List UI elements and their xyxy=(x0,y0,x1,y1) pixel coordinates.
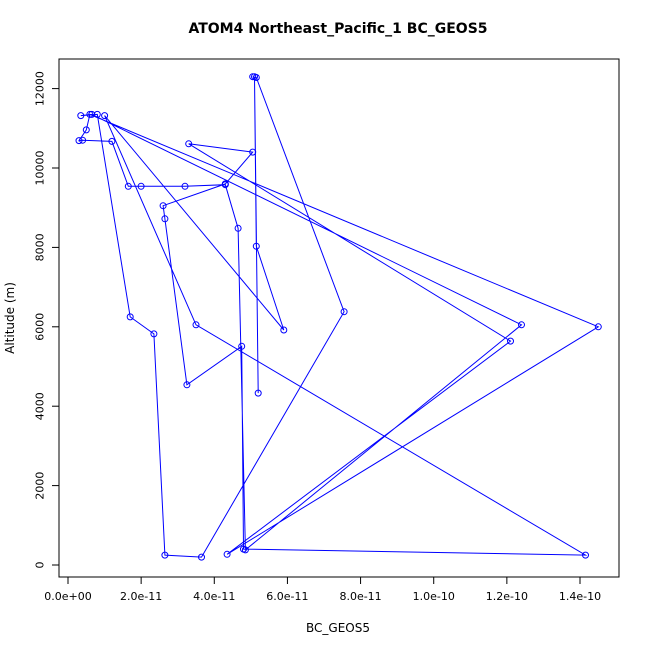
data-point xyxy=(150,330,158,338)
data-point xyxy=(185,140,193,148)
data-point xyxy=(518,321,525,329)
data-point xyxy=(254,389,262,397)
data-point xyxy=(183,381,191,389)
data-point xyxy=(137,182,145,190)
data-point xyxy=(507,337,514,345)
data-point xyxy=(240,545,247,553)
data-point xyxy=(582,551,589,559)
data-point xyxy=(82,126,90,134)
data-point xyxy=(198,553,205,561)
data-point xyxy=(159,202,167,210)
data-point xyxy=(249,148,257,156)
x-axis: 0.0e+00 2.0e-11 4.0e-11 6.0e-11 8.0e-11 1.0e-… xyxy=(44,576,601,603)
data-point xyxy=(251,73,258,81)
x-tick-label: 8.0e-11 xyxy=(339,590,381,603)
data-point xyxy=(221,180,229,188)
data-point xyxy=(238,342,246,350)
y-axis-label: Altitude (m) xyxy=(3,282,17,354)
data-point xyxy=(75,137,83,145)
x-tick-label: 2.0e-11 xyxy=(120,590,162,603)
y-tick-label: 4000 xyxy=(34,392,47,420)
y-tick-label: 0 xyxy=(34,562,47,569)
data-point xyxy=(181,182,189,190)
data-point xyxy=(252,242,260,250)
y-axis: 0 2000 4000 6000 8000 10000 12000 xyxy=(34,71,60,569)
data-point xyxy=(88,110,96,118)
data-point xyxy=(161,551,169,559)
y-tick-label: 2000 xyxy=(34,472,47,500)
data-point xyxy=(192,321,200,329)
chart-title: ATOM4 Northeast_Pacific_1 BC_GEOS5 xyxy=(188,21,487,37)
series-line xyxy=(77,76,600,558)
y-tick-label: 6000 xyxy=(34,313,47,341)
x-axis-label: BC_GEOS5 xyxy=(306,621,370,635)
data-point xyxy=(77,112,85,120)
data-point xyxy=(223,550,231,558)
data-point xyxy=(161,215,169,223)
data-point xyxy=(234,224,242,232)
data-point xyxy=(126,313,134,321)
data-point xyxy=(340,308,348,316)
y-tick-label: 12000 xyxy=(34,71,47,106)
data-point xyxy=(79,136,87,144)
series-layer xyxy=(75,73,602,561)
x-tick-label: 4.0e-11 xyxy=(193,590,235,603)
data-point xyxy=(594,323,602,331)
x-tick-label: 1.0e-10 xyxy=(413,590,455,603)
data-point xyxy=(108,137,116,145)
y-tick-label: 10000 xyxy=(34,151,47,186)
x-tick-label: 0.0e+00 xyxy=(44,590,91,603)
data-point xyxy=(86,110,94,118)
data-point xyxy=(280,326,288,334)
x-tick-label: 1.4e-10 xyxy=(559,590,601,603)
x-tick-label: 1.2e-10 xyxy=(486,590,528,603)
data-point xyxy=(124,182,132,190)
x-tick-label: 6.0e-11 xyxy=(266,590,308,603)
data-point xyxy=(101,112,109,120)
y-tick-label: 8000 xyxy=(34,233,47,261)
